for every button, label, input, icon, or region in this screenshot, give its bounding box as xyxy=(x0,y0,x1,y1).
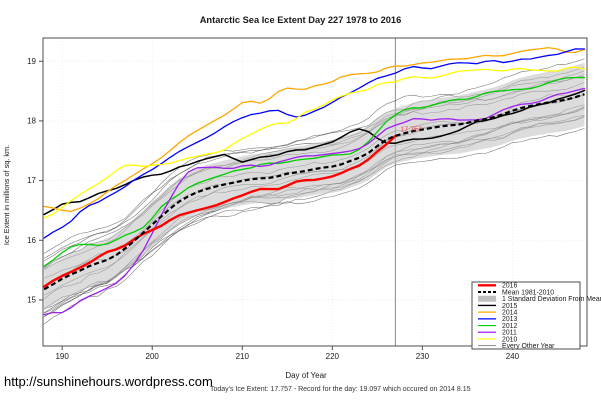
svg-text:19: 19 xyxy=(27,57,36,66)
svg-text:Ice Extent in millions of sq.: Ice Extent in millions of sq. km. xyxy=(2,145,11,245)
svg-text:230: 230 xyxy=(416,352,430,361)
svg-text:17: 17 xyxy=(27,176,36,185)
svg-text:200: 200 xyxy=(146,352,160,361)
svg-text:220: 220 xyxy=(326,352,340,361)
svg-text:190: 190 xyxy=(55,352,69,361)
svg-text:17.757: 17.757 xyxy=(400,126,422,133)
svg-text:Day of Year: Day of Year xyxy=(285,371,327,380)
svg-text:16: 16 xyxy=(27,236,36,245)
svg-text:15: 15 xyxy=(27,295,36,304)
svg-text:18: 18 xyxy=(27,116,36,125)
svg-text:Every Other Year: Every Other Year xyxy=(502,343,555,350)
svg-text:240: 240 xyxy=(506,352,520,361)
svg-text:210: 210 xyxy=(236,352,250,361)
